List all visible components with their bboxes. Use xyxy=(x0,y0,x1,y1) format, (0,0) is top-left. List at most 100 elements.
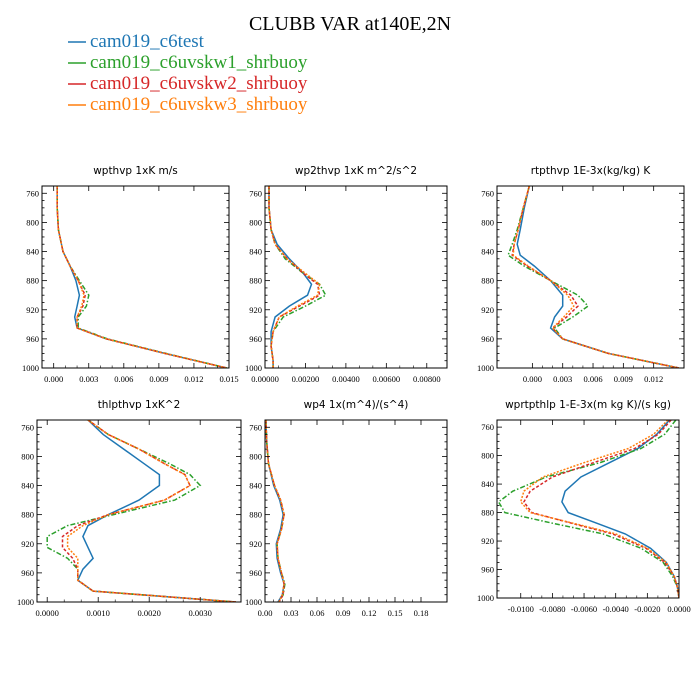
y-tick-label: 1000 xyxy=(22,363,39,373)
y-tick-label: 840 xyxy=(249,481,262,491)
y-tick-label: 760 xyxy=(249,422,262,432)
y-tick-label: 880 xyxy=(21,510,34,520)
series-line xyxy=(268,186,321,368)
plot-frame xyxy=(496,419,680,599)
y-tick-label: 760 xyxy=(21,422,34,432)
x-tick-label: 0.00200 xyxy=(292,374,320,384)
x-tick-label: -0.0100 xyxy=(508,604,534,614)
y-tick-label: 880 xyxy=(481,508,494,518)
series-line xyxy=(265,420,285,602)
x-tick-label: 0.012 xyxy=(184,374,203,384)
x-tick-label: 0.00800 xyxy=(413,374,441,384)
plot-frame xyxy=(36,419,242,603)
y-tick-label: 960 xyxy=(249,568,262,578)
y-tick-label: 800 xyxy=(481,217,494,227)
x-tick-label: 0.006 xyxy=(583,374,602,384)
chart-panel: thlpthvp 1xK^276080084088092096010000.00… xyxy=(17,399,242,618)
x-tick-label: 0.006 xyxy=(114,374,133,384)
y-tick-label: 920 xyxy=(21,539,34,549)
y-tick-label: 880 xyxy=(249,510,262,520)
y-tick-label: 880 xyxy=(26,276,39,286)
series-line xyxy=(56,186,227,368)
series-line xyxy=(268,186,313,368)
x-tick-label: 0.0000 xyxy=(667,604,690,614)
panel-title: rtpthvp 1E-3x(kg/kg) K xyxy=(531,165,652,177)
series-line xyxy=(268,186,321,368)
x-tick-label: -0.0080 xyxy=(539,604,565,614)
chart-panel: rtpthvp 1E-3x(kg/kg) K 760 800 840 880 920 960… xyxy=(477,165,685,384)
series-line xyxy=(56,186,227,368)
plot-frame xyxy=(41,185,230,369)
series-line xyxy=(66,420,236,602)
y-tick-label: 1000 xyxy=(245,363,262,373)
x-tick-label: -0.0040 xyxy=(603,604,629,614)
x-tick-label: 0.015 xyxy=(219,374,238,384)
y-tick-label: 960 xyxy=(21,568,34,578)
x-tick-label: 0.009 xyxy=(149,374,168,384)
x-tick-label: 0.00 xyxy=(258,608,273,618)
plot-frame xyxy=(264,185,448,369)
series-line xyxy=(46,420,236,602)
panel-title: wpthvp 1xK m/s xyxy=(93,165,178,177)
series-line xyxy=(516,186,680,368)
chart-panel: wprtpthlp 1-E-3x(m kg K)/(s kg) 760 800 840… xyxy=(477,399,691,614)
y-tick-label: 1000 xyxy=(477,593,494,603)
y-tick-label: 760 xyxy=(249,188,262,198)
x-tick-label: 0.003 xyxy=(553,374,572,384)
y-tick-label: 840 xyxy=(249,247,262,257)
plot-frame xyxy=(264,419,448,603)
series-line xyxy=(268,186,327,368)
x-tick-label: 0.06 xyxy=(310,608,325,618)
y-tick-label: 1000 xyxy=(17,597,34,607)
y-tick-label: 960 xyxy=(481,565,494,575)
y-tick-label: 760 xyxy=(26,188,39,198)
series-line xyxy=(507,186,680,368)
series-line xyxy=(519,420,679,598)
series-line xyxy=(512,186,680,368)
x-tick-label: 0.18 xyxy=(414,608,429,618)
y-tick-label: 920 xyxy=(481,536,494,546)
x-tick-label: 0.00600 xyxy=(373,374,401,384)
series-line xyxy=(561,420,679,598)
y-tick-label: 800 xyxy=(249,217,262,227)
y-tick-label: 920 xyxy=(249,305,262,315)
y-tick-label: 840 xyxy=(21,481,34,491)
series-line xyxy=(56,186,227,368)
y-tick-label: 800 xyxy=(249,451,262,461)
series-line xyxy=(497,420,679,598)
series-line xyxy=(76,420,236,602)
x-tick-label: 0.0030 xyxy=(189,608,212,618)
panel-title: thlpthvp 1xK^2 xyxy=(98,399,181,411)
plot-frame xyxy=(496,185,685,369)
x-tick-label: 0.012 xyxy=(644,374,663,384)
y-tick-label: 920 xyxy=(249,539,262,549)
figure-title: CLUBB VAR at140E,2N xyxy=(249,13,451,35)
y-tick-label: 800 xyxy=(481,451,494,461)
series-line xyxy=(265,420,285,602)
y-tick-label: 920 xyxy=(26,305,39,315)
y-tick-label: 960 xyxy=(249,334,262,344)
x-tick-label: 0.03 xyxy=(284,608,299,618)
chart-panel: wp4 1x(m^4)/(s^4)76080084088092096010000… xyxy=(245,399,448,618)
y-tick-label: 800 xyxy=(26,217,39,227)
y-tick-label: 760 xyxy=(481,422,494,432)
legend-label: cam019_c6test xyxy=(90,31,205,52)
x-tick-label: 0.0010 xyxy=(87,608,110,618)
x-tick-label: 0.0020 xyxy=(138,608,161,618)
y-tick-label: 1000 xyxy=(477,363,494,373)
x-tick-label: 0.00000 xyxy=(251,374,279,384)
legend-label: cam019_c6uvskw1_shrbuoy xyxy=(90,52,308,73)
x-tick-label: 0.00400 xyxy=(332,374,360,384)
x-tick-label: 0.009 xyxy=(614,374,633,384)
series-line xyxy=(61,420,236,602)
x-tick-label: 0.000 xyxy=(523,374,542,384)
series-line xyxy=(523,420,679,598)
x-tick-label: 0.12 xyxy=(362,608,377,618)
chart-panel: wp2thvp 1xK m^2/s^2 760 800 840 880 920 960 100… xyxy=(245,165,448,384)
x-tick-label: -0.0060 xyxy=(571,604,597,614)
x-tick-label: 0.15 xyxy=(388,608,403,618)
legend-label: cam019_c6uvskw3_shrbuoy xyxy=(90,94,308,115)
series-line xyxy=(56,186,227,368)
